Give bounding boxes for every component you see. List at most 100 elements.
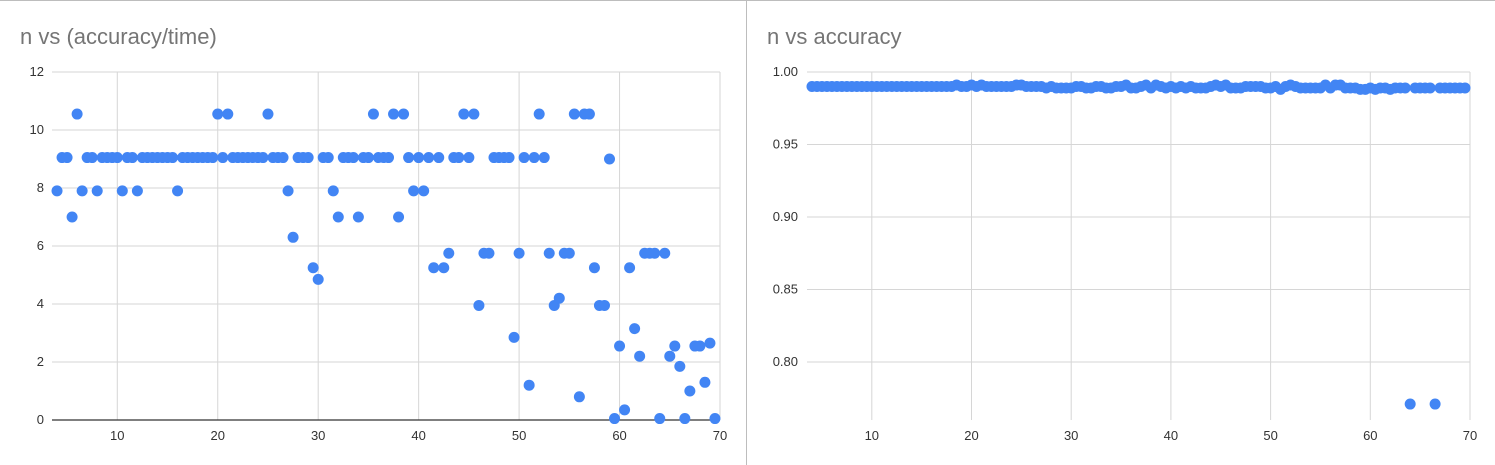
data-point: [669, 340, 681, 352]
data-point: [1459, 82, 1471, 94]
data-point: [66, 211, 78, 223]
data-point: [287, 231, 299, 243]
data-point: [393, 211, 405, 223]
panel-divider: [746, 0, 747, 465]
data-point: [433, 152, 445, 164]
data-point: [568, 108, 580, 120]
data-point: [483, 247, 495, 259]
data-point: [76, 185, 88, 197]
chart-panel-left: n vs (accuracy/time) 0 2 4 6 8 10 12 10 20 30 40 50…: [0, 0, 746, 465]
data-point: [262, 108, 274, 120]
data-point: [654, 413, 666, 425]
data-point: [619, 404, 631, 416]
data-point: [614, 340, 626, 352]
data-point: [533, 108, 545, 120]
y-tick-label: 0.85: [773, 282, 798, 297]
data-point: [1399, 82, 1411, 94]
x-tick-label: 50: [1263, 428, 1277, 443]
x-tick-label: 10: [865, 428, 879, 443]
data-point: [699, 376, 711, 388]
y-tick-label: 12: [30, 64, 44, 79]
data-point: [1424, 82, 1436, 94]
data-point: [609, 413, 621, 425]
y-tick-label: 1.00: [773, 64, 798, 79]
data-point: [307, 262, 319, 274]
x-tick-label: 50: [512, 428, 526, 443]
x-tick-label: 60: [612, 428, 626, 443]
data-point: [659, 247, 671, 259]
y-tick-label: 4: [37, 296, 44, 311]
data-point: [428, 262, 440, 274]
y-tick-label: 2: [37, 354, 44, 369]
y-tick-label: 0.95: [773, 137, 798, 152]
data-point: [463, 152, 475, 164]
data-point: [207, 152, 219, 164]
y-tick-label: 10: [30, 122, 44, 137]
scatter-chart-accuracy-per-time: 0 2 4 6 8 10 12 10 20 30 40 50 60 70: [30, 64, 728, 443]
data-point: [684, 385, 696, 397]
y-tick-label: 8: [37, 180, 44, 195]
x-tick-label: 20: [964, 428, 978, 443]
data-point: [604, 153, 616, 165]
data-point: [1404, 398, 1416, 410]
data-point: [518, 152, 530, 164]
x-tick-label: 40: [1164, 428, 1178, 443]
gridlines: [52, 71, 721, 420]
data-point: [679, 413, 691, 425]
data-point: [563, 247, 575, 259]
data-point: [674, 360, 686, 372]
data-point: [503, 152, 515, 164]
data-point: [508, 331, 520, 343]
data-point: [408, 185, 420, 197]
data-point: [172, 185, 184, 197]
data-point: [388, 108, 400, 120]
x-tick-label: 40: [411, 428, 425, 443]
data-point: [704, 337, 716, 349]
data-point: [302, 152, 314, 164]
data-point: [413, 152, 425, 164]
data-point: [403, 152, 415, 164]
data-point: [131, 185, 143, 197]
data-point: [709, 413, 721, 425]
data-point: [664, 350, 676, 362]
data-point: [458, 108, 470, 120]
y-tick-label: 0: [37, 412, 44, 427]
x-tick-label: 30: [311, 428, 325, 443]
y-tick-label: 0.90: [773, 209, 798, 224]
data-point: [111, 152, 123, 164]
data-point: [71, 108, 83, 120]
chart-panel-right: n vs accuracy 0.80 0.85 0.90 0.95 1.00 10 20 30…: [747, 0, 1495, 465]
data-point: [694, 340, 706, 352]
data-point: [91, 185, 103, 197]
chart-title: n vs accuracy: [767, 24, 902, 49]
data-point: [453, 152, 465, 164]
data-point: [523, 379, 535, 391]
data-point: [418, 185, 430, 197]
data-point: [543, 247, 555, 259]
data-point: [513, 247, 525, 259]
data-point: [468, 108, 480, 120]
data-point: [257, 152, 269, 164]
data-point: [282, 185, 294, 197]
x-tick-label: 60: [1363, 428, 1377, 443]
y-tick-label: 0.80: [773, 354, 798, 369]
data-point: [61, 152, 73, 164]
x-tick-label: 30: [1064, 428, 1078, 443]
data-point: [86, 152, 98, 164]
data-point: [629, 323, 641, 335]
x-tick-label: 70: [1463, 428, 1477, 443]
gridlines: [807, 71, 1471, 420]
data-point: [528, 152, 540, 164]
data-point: [167, 152, 179, 164]
data-points: [51, 108, 721, 425]
data-point: [277, 152, 289, 164]
data-point: [573, 391, 585, 403]
y-tick-label: 6: [37, 238, 44, 253]
data-point: [1429, 398, 1441, 410]
data-point: [538, 152, 550, 164]
data-point: [347, 152, 359, 164]
data-point: [588, 262, 600, 274]
x-tick-label: 70: [713, 428, 727, 443]
scatter-chart-accuracy: 0.80 0.85 0.90 0.95 1.00 10 20 30 40 50 60 70: [773, 64, 1478, 443]
data-point: [322, 152, 334, 164]
